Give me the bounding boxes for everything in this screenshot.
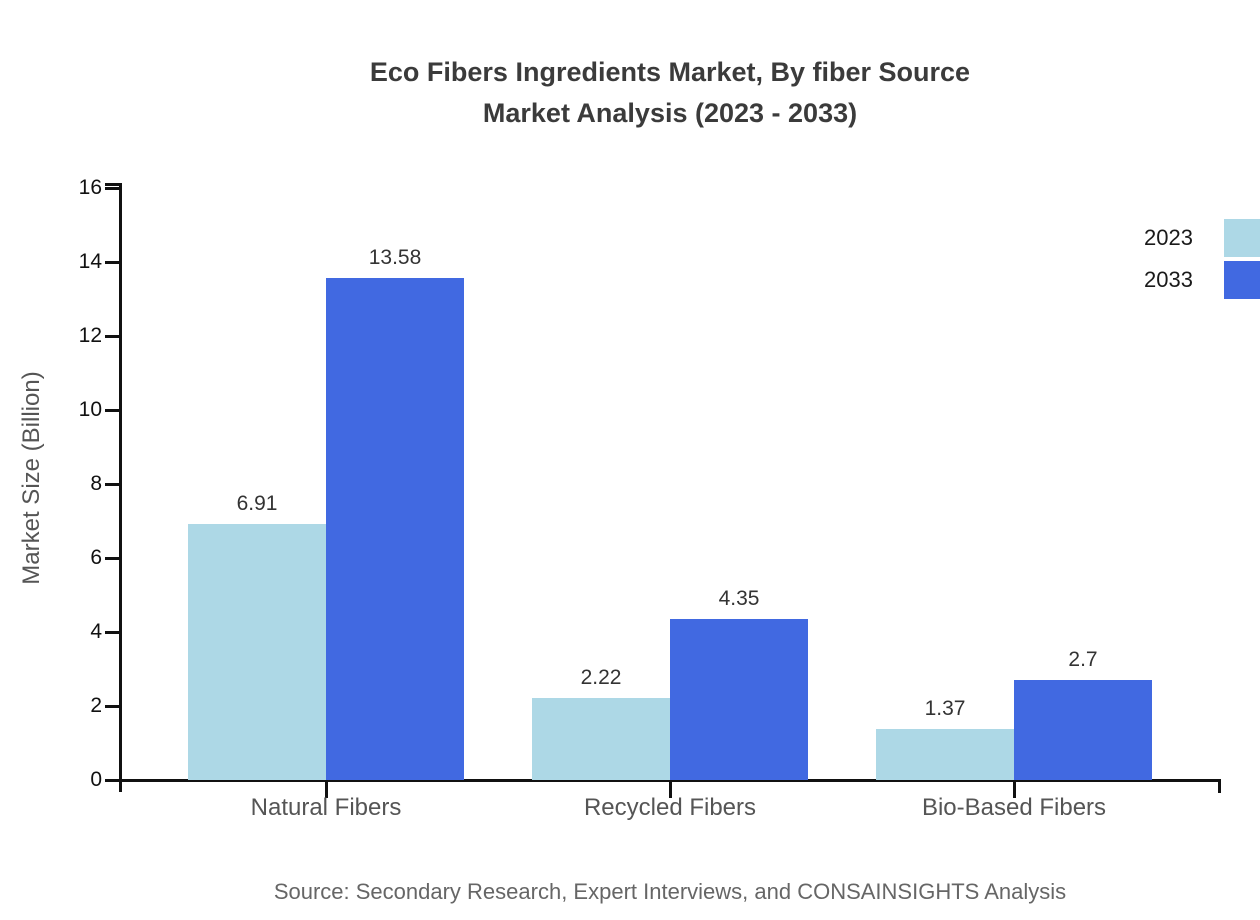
y-tick <box>105 260 120 264</box>
x-axis-line <box>106 779 1221 782</box>
bar-value-label: 4.35 <box>718 587 760 611</box>
chart-title-line2: Market Analysis (2023 - 2033) <box>482 98 858 128</box>
y-tick-label: 8 <box>90 472 102 495</box>
legend-label-2023: 2023 <box>1144 225 1193 250</box>
bar-2023-recycled-fibers <box>532 697 670 780</box>
bar-value-label: 2.7 <box>1068 648 1098 672</box>
legend: 2023 2033 <box>1144 219 1260 299</box>
y-tick-label: 6 <box>90 546 102 569</box>
x-tick <box>668 780 672 798</box>
x-axis-end-cap <box>1218 779 1221 793</box>
y-axis-top-cap <box>105 183 120 186</box>
y-tick <box>105 334 120 338</box>
category-label: Recycled Fibers <box>583 794 757 821</box>
source-note: Source: Secondary Research, Expert Inter… <box>273 879 1067 904</box>
x-tick <box>1012 780 1016 798</box>
legend-swatch-2023-icon <box>1224 219 1260 257</box>
y-tick <box>105 778 120 782</box>
y-tick-label: 16 <box>78 176 102 199</box>
y-tick <box>105 630 120 634</box>
y-axis-line <box>119 183 122 792</box>
chart-title: Eco Fibers Ingredients Market, By fiber … <box>80 52 1260 134</box>
legend-item-2033: 2033 <box>1144 261 1260 299</box>
bar-2033-natural-fibers <box>326 277 464 780</box>
legend-swatch-2033-icon <box>1224 261 1260 299</box>
y-tick <box>105 556 120 560</box>
y-tick-label: 12 <box>78 324 102 347</box>
bar-value-label: 13.58 <box>368 245 422 269</box>
bar-2023-natural-fibers <box>188 524 326 780</box>
bar-value-label: 2.22 <box>580 665 622 689</box>
y-tick-label: 4 <box>90 620 102 643</box>
bar-2033-recycled-fibers <box>670 619 808 780</box>
bar-value-label: 6.91 <box>236 492 278 516</box>
bar-value-label: 1.37 <box>924 697 966 721</box>
legend-label-2033: 2033 <box>1144 267 1193 292</box>
y-tick-label: 0 <box>90 768 102 791</box>
legend-item-2023: 2023 <box>1144 219 1260 257</box>
y-tick <box>105 482 120 486</box>
x-tick <box>324 780 328 798</box>
y-tick-label: 2 <box>90 694 102 717</box>
category-label: Natural Fibers <box>250 794 402 821</box>
category-label: Bio-Based Fibers <box>921 794 1107 821</box>
y-tick <box>105 408 120 412</box>
bar-2023-bio-based-fibers <box>876 729 1014 780</box>
y-tick <box>105 186 120 190</box>
y-tick <box>105 704 120 708</box>
y-tick-label: 14 <box>78 250 102 273</box>
y-tick-label: 10 <box>78 398 102 421</box>
chart-title-line1: Eco Fibers Ingredients Market, By fiber … <box>369 57 971 87</box>
bar-2033-bio-based-fibers <box>1014 680 1152 780</box>
